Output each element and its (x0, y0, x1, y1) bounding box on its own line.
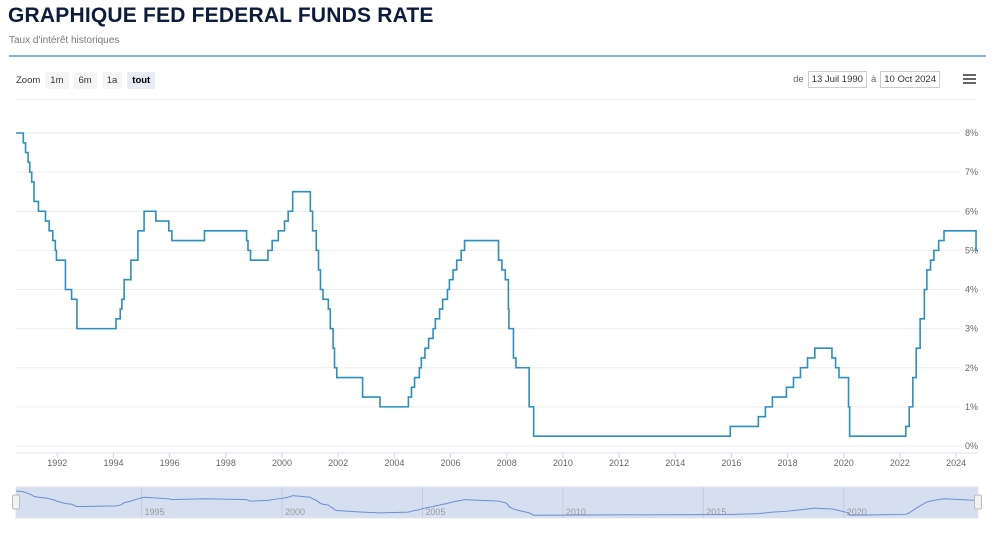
y-tick-label: 0% (965, 441, 978, 451)
navigator-right-handle[interactable] (974, 494, 982, 510)
y-tick-label: 2% (965, 363, 978, 373)
x-tick-label: 2006 (440, 458, 460, 468)
page-subtitle: Taux d'intérêt historiques (9, 35, 120, 46)
page-title: GRAPHIQUE FED FEDERAL FUNDS RATE (8, 4, 434, 27)
x-tick-label: 2000 (272, 458, 292, 468)
x-tick-label: 2014 (665, 458, 685, 468)
x-tick-label: 2004 (384, 458, 404, 468)
navigator-selection[interactable] (15, 486, 979, 519)
x-tick-label: 2010 (553, 458, 573, 468)
chart-top-divider (16, 99, 976, 100)
from-date-input[interactable]: 13 Juil 1990 (807, 71, 867, 88)
navigator-tick-label: 2020 (847, 507, 867, 517)
from-label: de (793, 74, 804, 85)
navigator-tick-label: 2005 (425, 507, 445, 517)
x-tick-label: 2024 (946, 458, 966, 468)
y-tick-label: 7% (965, 167, 978, 177)
navigator-tick-label: 1995 (145, 507, 165, 517)
zoom-all-button[interactable]: tout (127, 72, 156, 89)
x-tick-label: 1992 (47, 458, 67, 468)
navigator-tick-label: 2000 (285, 507, 305, 517)
y-tick-label: 1% (965, 402, 978, 412)
zoom-1a-button[interactable]: 1a (101, 72, 123, 89)
navigator-series-line (15, 490, 977, 516)
x-tick-label: 2002 (328, 458, 348, 468)
zoom-selector: Zoom 1m 6m 1a tout (16, 72, 160, 89)
rate-series-line (16, 132, 978, 438)
y-tick-label: 4% (965, 285, 978, 295)
x-tick-label: 2020 (834, 458, 854, 468)
x-tick-label: 2018 (778, 458, 798, 468)
y-tick-label: 3% (965, 324, 978, 334)
to-date-input[interactable]: 10 Oct 2024 (880, 71, 940, 88)
zoom-1m-button[interactable]: 1m (45, 72, 69, 89)
x-tick-label: 2012 (609, 458, 629, 468)
x-tick-label: 2022 (890, 458, 910, 468)
to-label: à (870, 74, 877, 85)
x-tick-label: 1998 (216, 458, 236, 468)
x-tick-label: 1996 (160, 458, 180, 468)
zoom-6m-button[interactable]: 6m (73, 72, 97, 89)
y-tick-label: 8% (965, 128, 978, 138)
x-tick-label: 2016 (721, 458, 741, 468)
navigator-left-handle[interactable] (12, 494, 20, 510)
navigator-tick-label: 2010 (566, 507, 586, 517)
header-divider (9, 55, 986, 57)
y-tick-label: 5% (965, 245, 978, 255)
hamburger-menu-icon[interactable] (963, 74, 976, 86)
x-tick-label: 2008 (497, 458, 517, 468)
date-range: de 13 Juil 1990 à 10 Oct 2024 (793, 71, 944, 88)
y-tick-label: 6% (965, 206, 978, 216)
navigator-tick-label: 2015 (706, 507, 726, 517)
x-tick-label: 1994 (103, 458, 123, 468)
zoom-label: Zoom (16, 75, 41, 86)
